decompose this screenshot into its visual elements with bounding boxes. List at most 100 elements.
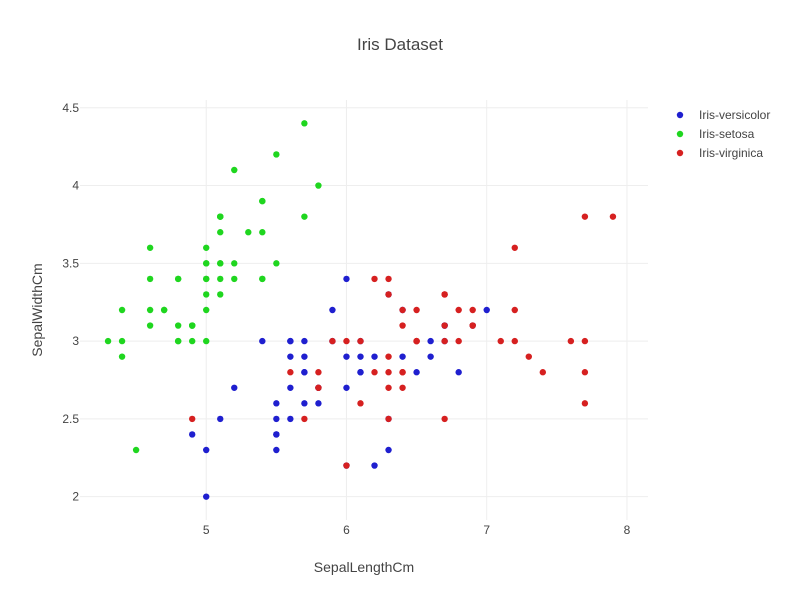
axis-ticks: 2 2.5 3 3.5 4 4.5 5 6 7 8 xyxy=(62,101,630,537)
data-point xyxy=(567,337,575,345)
data-point xyxy=(427,337,434,345)
data-point xyxy=(146,322,154,329)
data-point xyxy=(118,306,126,314)
data-point xyxy=(483,306,490,314)
data-point xyxy=(203,306,210,314)
x-tick-label: 7 xyxy=(483,523,490,537)
data-point xyxy=(315,369,322,376)
data-point xyxy=(385,415,392,423)
data-point xyxy=(357,369,364,376)
data-points xyxy=(104,120,617,500)
data-point xyxy=(273,260,280,267)
data-point xyxy=(455,369,462,376)
data-point xyxy=(259,229,266,236)
data-point xyxy=(189,337,196,345)
data-point xyxy=(497,337,504,345)
data-point xyxy=(399,322,406,329)
data-point xyxy=(511,306,518,314)
data-point xyxy=(231,166,238,174)
chart-title: Iris Dataset xyxy=(357,35,443,54)
data-point xyxy=(273,400,280,407)
y-tick-label: 4.5 xyxy=(62,101,79,115)
data-point xyxy=(413,369,420,376)
data-point xyxy=(315,384,322,391)
data-point xyxy=(511,244,518,251)
data-point xyxy=(203,275,210,283)
legend-item[interactable]: Iris-setosa xyxy=(676,127,755,141)
data-point xyxy=(427,353,434,360)
data-point xyxy=(329,337,336,345)
data-point xyxy=(217,213,224,220)
data-point xyxy=(581,337,589,345)
y-tick-label: 4 xyxy=(72,179,79,193)
data-point xyxy=(287,384,294,391)
data-point xyxy=(385,446,392,454)
data-point xyxy=(231,260,238,267)
data-point xyxy=(287,337,294,345)
legend-item[interactable]: Iris-virginica xyxy=(676,146,764,160)
data-point xyxy=(371,353,378,360)
data-point xyxy=(203,291,210,298)
data-point xyxy=(441,291,448,298)
data-point xyxy=(385,353,392,360)
x-axis-title: SepalLengthCm xyxy=(314,559,414,575)
data-point xyxy=(203,446,210,454)
data-point xyxy=(385,384,392,391)
data-point xyxy=(132,446,140,454)
data-point xyxy=(273,431,280,438)
data-point xyxy=(399,369,406,376)
legend-label: Iris-setosa xyxy=(699,127,755,141)
data-point xyxy=(174,322,182,329)
data-point xyxy=(385,275,392,283)
x-tick-label: 5 xyxy=(203,523,210,537)
data-point xyxy=(343,337,350,345)
y-tick-label: 3.5 xyxy=(62,256,79,270)
series-1 xyxy=(104,120,322,454)
legend-marker xyxy=(676,130,684,138)
data-point xyxy=(525,353,532,360)
data-point xyxy=(301,353,308,360)
legend-marker xyxy=(676,149,684,157)
data-point xyxy=(441,337,448,345)
data-point xyxy=(441,415,448,423)
data-point xyxy=(511,337,518,345)
y-tick-label: 2 xyxy=(72,490,79,504)
data-point xyxy=(231,275,238,283)
data-point xyxy=(273,415,280,423)
legend-item[interactable]: Iris-versicolor xyxy=(676,108,771,122)
data-point xyxy=(273,151,280,158)
data-point xyxy=(203,260,210,267)
data-point xyxy=(301,337,308,345)
data-point xyxy=(287,415,294,423)
legend: Iris-versicolor Iris-setosa Iris-virginica xyxy=(676,108,771,160)
data-point xyxy=(217,229,224,236)
data-point xyxy=(189,431,196,438)
data-point xyxy=(104,337,112,345)
data-point xyxy=(385,291,392,298)
legend-label: Iris-virginica xyxy=(699,146,763,160)
data-point xyxy=(259,337,266,345)
x-tick-label: 6 xyxy=(343,523,350,537)
data-point xyxy=(581,400,589,407)
data-point xyxy=(301,415,308,423)
data-point xyxy=(146,306,154,314)
data-point xyxy=(399,353,406,360)
data-point xyxy=(343,462,350,469)
data-point xyxy=(343,353,350,360)
data-point xyxy=(259,197,266,205)
data-point xyxy=(441,322,448,329)
data-point xyxy=(203,337,210,345)
data-point xyxy=(357,400,364,407)
data-point xyxy=(203,493,210,500)
data-point xyxy=(581,213,589,220)
data-point xyxy=(287,353,294,360)
data-point xyxy=(231,384,238,391)
data-point xyxy=(217,275,224,283)
data-point xyxy=(174,337,182,345)
data-point xyxy=(118,353,126,360)
data-point xyxy=(371,275,378,283)
data-point xyxy=(413,337,420,345)
data-point xyxy=(301,213,308,220)
data-point xyxy=(189,322,196,329)
